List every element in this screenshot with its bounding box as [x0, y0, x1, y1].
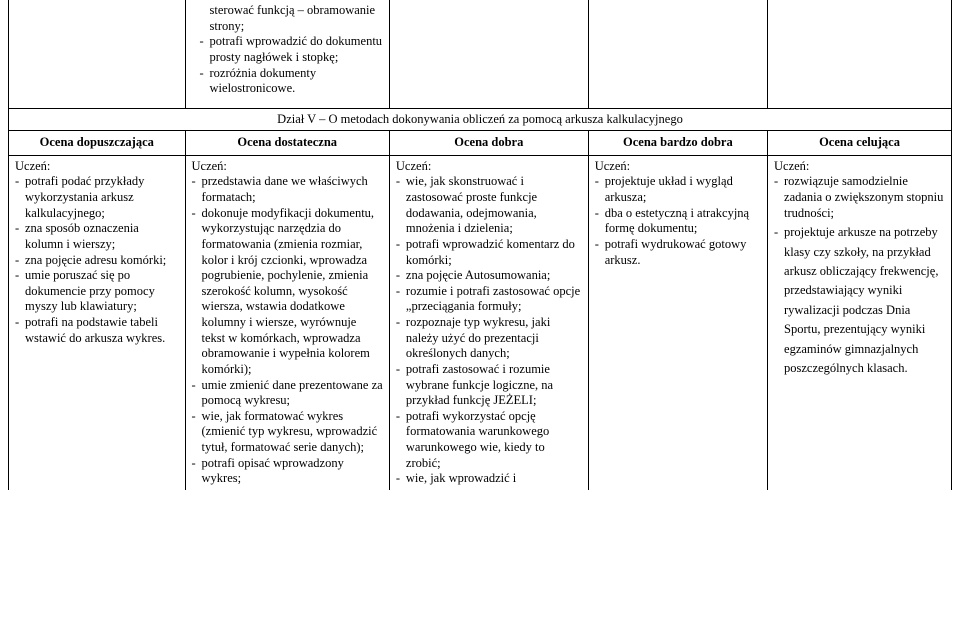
frag-item: potrafi wprowadzić do dokumentu prosty n… [200, 34, 383, 65]
table-row-header: Ocena dopuszczająca Ocena dostateczna Oc… [9, 131, 952, 156]
cell-top-c [389, 0, 588, 108]
cell-top-d [588, 0, 767, 108]
list-item: umie poruszać się po dokumencie przy pom… [15, 268, 179, 315]
cell-top-b: sterować funkcją – obramowanie strony; p… [185, 0, 389, 108]
frag-item: rozróżnia dokumenty wielostronicowe. [200, 66, 383, 97]
list-item: wie, jak wprowadzić i [396, 471, 582, 487]
header-col1: Ocena dopuszczająca [9, 131, 186, 156]
list-item: wie, jak formatować wykres (zmienić typ … [192, 409, 383, 456]
table-row-section-title: Dział V – O metodach dokonywania oblicze… [9, 108, 952, 131]
list-item: potrafi wykorzystać opcję formatowania w… [396, 409, 582, 472]
list-col2: przedstawia dane we właściwych formatach… [192, 174, 383, 487]
list-item: dokonuje modyfikacji dokumentu, wykorzys… [192, 206, 383, 378]
list-col5: rozwiązuje samodzielnie zadania o zwięks… [774, 174, 945, 378]
frag-list: potrafi wprowadzić do dokumentu prosty n… [192, 34, 383, 97]
list-col3: wie, jak skonstruować i zastosować prost… [396, 174, 582, 487]
list-item: potrafi na podstawie tabeli wstawić do a… [15, 315, 179, 346]
uczen-label: Uczeń: [396, 159, 582, 175]
curriculum-table: sterować funkcją – obramowanie strony; p… [8, 0, 952, 490]
list-item: dba o estetyczną i atrakcyjną formę doku… [595, 206, 761, 237]
list-item: wie, jak skonstruować i zastosować prost… [396, 174, 582, 237]
header-col4: Ocena bardzo dobra [588, 131, 767, 156]
list-item: potrafi opisać wprowadzony wykres; [192, 456, 383, 487]
list-item: zna sposób oznaczenia kolumn i wierszy; [15, 221, 179, 252]
cell-col1: Uczeń: potrafi podać przykłady wykorzyst… [9, 155, 186, 490]
list-item: projektuje arkusze na potrzeby klasy czy… [774, 223, 945, 378]
document-page: sterować funkcją – obramowanie strony; p… [0, 0, 960, 490]
uczen-label: Uczeń: [595, 159, 761, 175]
list-item: zna pojęcie adresu komórki; [15, 253, 179, 269]
header-col2: Ocena dostateczna [185, 131, 389, 156]
cell-col5: Uczeń: rozwiązuje samodzielnie zadania o… [768, 155, 952, 490]
list-item: rozwiązuje samodzielnie zadania o zwięks… [774, 174, 945, 221]
list-item: potrafi podać przykłady wykorzystania ar… [15, 174, 179, 221]
table-row-body: Uczeń: potrafi podać przykłady wykorzyst… [9, 155, 952, 490]
list-item: rozpoznaje typ wykresu, jaki należy użyć… [396, 315, 582, 362]
list-item: umie zmienić dane prezentowane za pomocą… [192, 378, 383, 409]
cell-top-e [768, 0, 952, 108]
cell-col4: Uczeń: projektuje układ i wygląd arkusza… [588, 155, 767, 490]
header-col3: Ocena dobra [389, 131, 588, 156]
list-item: przedstawia dane we właściwych formatach… [192, 174, 383, 205]
cell-col3: Uczeń: wie, jak skonstruować i zastosowa… [389, 155, 588, 490]
section-title: Dział V – O metodach dokonywania oblicze… [277, 112, 683, 128]
cell-top-a [9, 0, 186, 108]
list-item: rozumie i potrafi zastosować opcje „prze… [396, 284, 582, 315]
uczen-label: Uczeń: [15, 159, 179, 175]
frag-line: sterować funkcją – obramowanie strony; [210, 3, 383, 34]
cell-col2: Uczeń: przedstawia dane we właściwych fo… [185, 155, 389, 490]
list-item: potrafi zastosować i rozumie wybrane fun… [396, 362, 582, 409]
section-title-cell: Dział V – O metodach dokonywania oblicze… [9, 108, 952, 131]
uczen-label: Uczeń: [192, 159, 383, 175]
list-item: zna pojęcie Autosumowania; [396, 268, 582, 284]
list-col4: projektuje układ i wygląd arkusza; dba o… [595, 174, 761, 268]
list-col1: potrafi podać przykłady wykorzystania ar… [15, 174, 179, 346]
list-item: projektuje układ i wygląd arkusza; [595, 174, 761, 205]
table-row-top-fragment: sterować funkcją – obramowanie strony; p… [9, 0, 952, 108]
uczen-label: Uczeń: [774, 159, 945, 175]
list-item: potrafi wydrukować gotowy arkusz. [595, 237, 761, 268]
list-item: potrafi wprowadzić komentarz do komórki; [396, 237, 582, 268]
header-col5: Ocena celująca [768, 131, 952, 156]
